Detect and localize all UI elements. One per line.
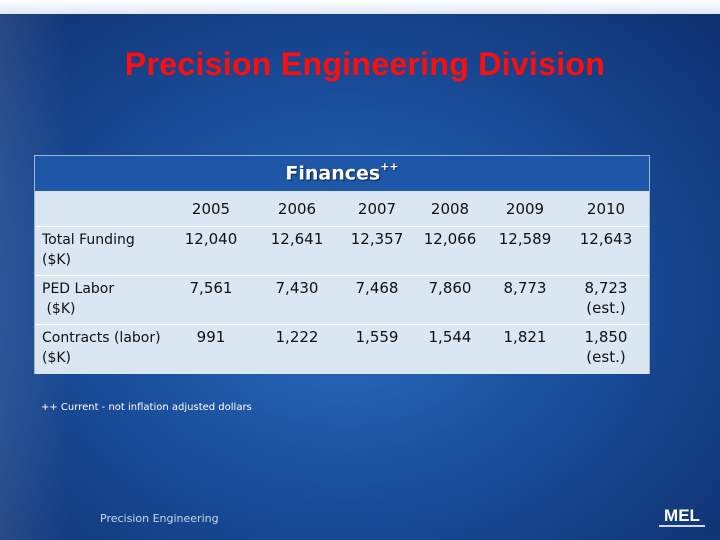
table-cell-value: 8,723	[584, 279, 628, 297]
year-header: 2010	[586, 200, 626, 218]
year-header: 2005	[191, 200, 231, 218]
table-cell: 12,040	[184, 230, 238, 248]
year-header: 2008	[430, 200, 470, 218]
table-row-total-funding: Total Funding ($K) 12,040 12,641 12,357 …	[35, 226, 649, 275]
table-cell: 1,222	[275, 328, 319, 346]
table-title-text: Finances	[285, 162, 381, 185]
table-cell-value: 1,850	[584, 328, 628, 346]
table-cell: 12,643	[579, 230, 633, 248]
finance-table: Finances++ 2005 2006 2007 2008 2009 2010…	[34, 155, 650, 374]
table-cell: 8,723 (est.)	[566, 278, 646, 318]
top-bar	[0, 0, 720, 14]
logo-text: MEL	[664, 506, 700, 525]
footnote: ++ Current - not inflation adjusted doll…	[41, 402, 252, 413]
table-cell: 1,559	[355, 328, 399, 346]
row-label-line: Total Funding	[42, 232, 135, 248]
row-label-line: ($K)	[42, 252, 72, 268]
row-label-line: ($K)	[42, 350, 72, 366]
table-cell: 1,544	[428, 328, 472, 346]
row-label: Contracts (labor) ($K)	[42, 328, 182, 368]
table-cell: 12,357	[350, 230, 404, 248]
table-cell: 12,589	[498, 230, 552, 248]
year-header: 2006	[277, 200, 317, 218]
table-cell: 7,860	[428, 279, 472, 297]
table-cell-note: (est.)	[586, 299, 626, 317]
mel-logo: MEL	[659, 506, 705, 527]
table-title-superscript: ++	[380, 160, 399, 173]
row-label-line: ($K)	[42, 301, 76, 317]
table-cell: 1,821	[503, 328, 547, 346]
row-label-line: Contracts (labor)	[42, 330, 161, 346]
table-cell: 1,850 (est.)	[566, 327, 646, 367]
table-row-ped-labor: PED Labor ($K) 7,561 7,430 7,468 7,860 8…	[35, 275, 649, 324]
table-cell: 12,641	[270, 230, 324, 248]
row-label-line: PED Labor	[42, 281, 115, 297]
table-cell: 991	[196, 328, 226, 346]
table-cell: 12,066	[423, 230, 477, 248]
table-cell: 7,468	[355, 279, 399, 297]
table-cell: 8,773	[503, 279, 547, 297]
year-header: 2007	[357, 200, 397, 218]
table-title-bar: Finances++	[35, 156, 649, 192]
slide-title: Precision Engineering Division	[124, 46, 606, 82]
table-title: Finances++	[35, 160, 649, 185]
table-cell: 7,430	[275, 279, 319, 297]
table-cell: 7,561	[189, 279, 233, 297]
slide-footer: Precision Engineering	[100, 512, 219, 525]
year-header: 2009	[505, 200, 545, 218]
row-label: Total Funding ($K)	[42, 230, 182, 270]
row-label: PED Labor ($K)	[42, 279, 182, 319]
table-row-contracts: Contracts (labor) ($K) 991 1,222 1,559 1…	[35, 324, 649, 374]
table-header-row: 2005 2006 2007 2008 2009 2010	[35, 191, 649, 225]
table-cell-note: (est.)	[586, 348, 626, 366]
